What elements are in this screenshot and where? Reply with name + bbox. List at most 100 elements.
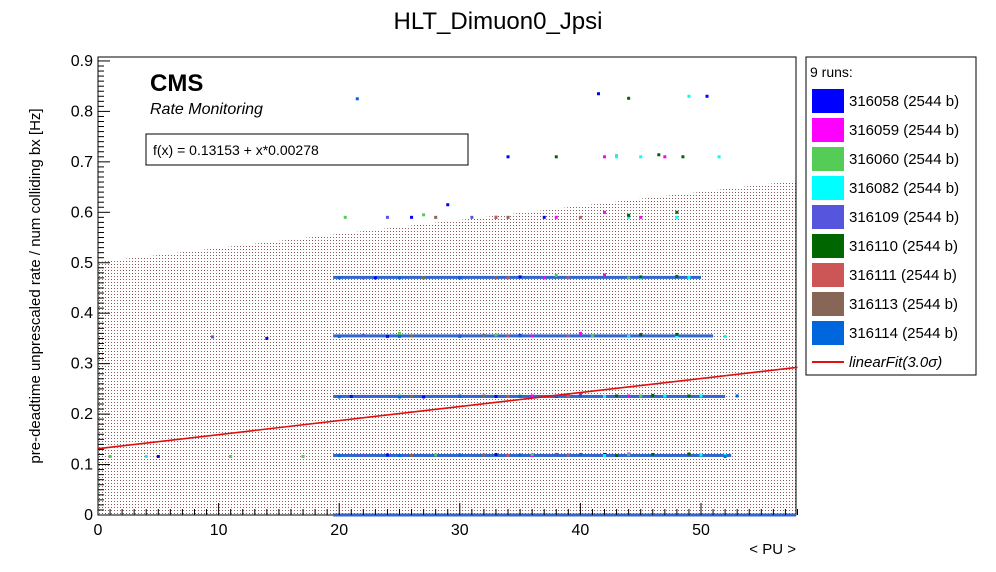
- data-point: [337, 453, 341, 457]
- legend-label: 316082 (2544 b): [849, 180, 959, 197]
- y-tick-label: 0.7: [71, 154, 93, 171]
- data-point: [482, 453, 486, 457]
- x-tick-label: 50: [692, 522, 710, 539]
- data-point: [343, 215, 347, 219]
- data-point: [337, 334, 341, 338]
- data-point: [398, 453, 401, 457]
- data-point: [361, 276, 365, 280]
- data-point: [506, 394, 510, 398]
- legend-label: 316113 (2544 b): [849, 296, 958, 313]
- data-point: [554, 155, 558, 159]
- data-point: [699, 394, 703, 398]
- data-point: [422, 276, 426, 280]
- data-point: [675, 334, 679, 338]
- y-tick-label: 0.2: [71, 406, 93, 423]
- x-axis-label: < PU >: [749, 541, 796, 558]
- data-point: [398, 276, 401, 280]
- legend: 9 runs: 316058 (2544 b) 316059 (2544 b) 31…: [805, 56, 977, 376]
- legend-item: 316114 (2544 b): [812, 321, 958, 345]
- data-point: [385, 453, 389, 457]
- legend-header: 9 runs:: [810, 64, 853, 80]
- y-tick-label: 0.4: [71, 305, 93, 322]
- legend-label: 316058 (2544 b): [849, 93, 959, 110]
- legend-swatch: [812, 89, 844, 113]
- data-point: [615, 155, 619, 159]
- y-axis: 0 0.1 0.2 0.3 0.4 0.5 0.6 0.7 0.8 0.9: [71, 53, 110, 524]
- data-point: [398, 331, 401, 335]
- data-point: [156, 454, 160, 458]
- data-point: [385, 215, 389, 219]
- data-point: [663, 394, 667, 398]
- legend-item: 316113 (2544 b): [812, 292, 958, 316]
- x-tick-label: 20: [330, 522, 348, 539]
- data-point: [639, 275, 643, 279]
- data-point: [590, 333, 594, 337]
- data-point: [518, 275, 522, 279]
- legend-swatch: [812, 205, 844, 229]
- data-point: [627, 334, 631, 338]
- data-point: [596, 92, 600, 96]
- legend-item: 316060 (2544 b): [812, 147, 959, 171]
- legend-item: 316059 (2544 b): [812, 118, 959, 142]
- data-point: [494, 215, 498, 219]
- data-point: [542, 215, 546, 219]
- data-point: [615, 453, 619, 457]
- data-point: [494, 394, 498, 398]
- data-point: [627, 215, 631, 219]
- data-point: [675, 210, 679, 214]
- data-point: [434, 453, 438, 457]
- data-point: [687, 452, 691, 456]
- data-point: [506, 453, 510, 457]
- data-point: [410, 334, 414, 338]
- data-point: [530, 452, 534, 456]
- point-band-2: [333, 334, 714, 338]
- data-point: [687, 94, 691, 98]
- legend-swatch: [812, 263, 844, 287]
- legend-item-fit: linearFit(3.0σ): [812, 354, 942, 371]
- data-point: [446, 203, 450, 207]
- data-point: [349, 394, 353, 398]
- data-point: [506, 155, 510, 159]
- point-band-3: [333, 275, 701, 279]
- legend-label: 316060 (2544 b): [849, 151, 959, 168]
- data-point: [675, 215, 679, 219]
- data-point: [578, 394, 582, 398]
- y-tick-label: 0.3: [71, 356, 93, 373]
- data-point: [482, 394, 486, 398]
- data-point: [723, 454, 727, 458]
- data-point: [651, 452, 655, 456]
- x-tick-label: 0: [94, 522, 103, 539]
- data-point: [603, 394, 607, 398]
- data-point: [699, 453, 703, 457]
- cms-sublabel: Rate Monitoring: [150, 101, 263, 118]
- y-tick-label: 0.9: [71, 53, 93, 70]
- fit-function-box: f(x) = 0.13153 + x*0.00278: [145, 133, 469, 166]
- x-tick-label: 30: [451, 522, 469, 539]
- data-point: [361, 333, 365, 337]
- cms-label: CMS: [150, 70, 203, 97]
- data-point: [494, 333, 498, 337]
- data-point: [627, 96, 631, 100]
- data-point: [385, 334, 389, 338]
- data-point: [301, 454, 305, 458]
- data-point: [211, 335, 215, 339]
- data-point: [530, 394, 534, 398]
- data-point: [603, 273, 607, 277]
- data-point: [398, 395, 401, 399]
- y-tick-label: 0: [84, 507, 93, 524]
- legend-swatch: [812, 234, 844, 258]
- data-point: [410, 453, 414, 457]
- legend-item: 316058 (2544 b): [812, 89, 959, 113]
- data-point: [506, 334, 510, 338]
- data-point: [422, 395, 426, 399]
- data-point: [337, 276, 341, 280]
- legend-item: 316109 (2544 b): [812, 205, 959, 229]
- legend-item: 316082 (2544 b): [812, 176, 959, 200]
- data-point: [554, 452, 558, 456]
- series-6-points: [494, 215, 582, 457]
- fit-line: [97, 366, 798, 450]
- data-point: [506, 215, 510, 219]
- data-point: [355, 97, 359, 101]
- data-point: [723, 334, 727, 338]
